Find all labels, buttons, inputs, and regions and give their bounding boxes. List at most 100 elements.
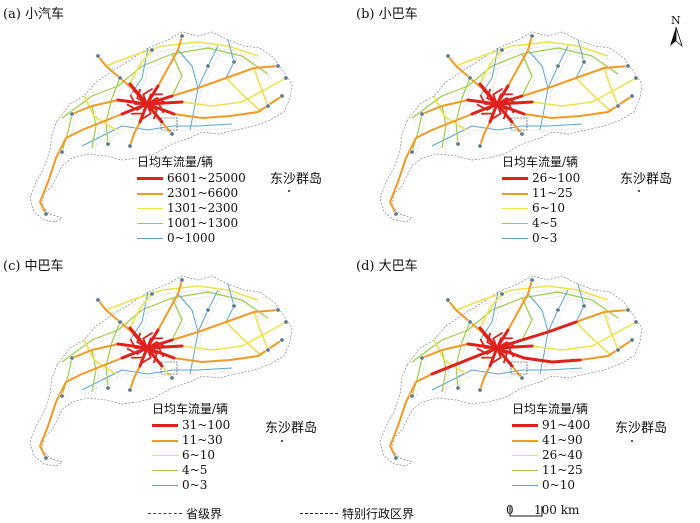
city-marker <box>95 53 101 59</box>
panel-a: (a) 小汽车 日均车流量/辆 6601~25000 2301~6600 130… <box>0 0 350 252</box>
road-segment <box>146 339 283 363</box>
panel-title: (a) 小汽车 <box>3 7 65 22</box>
county-boundary <box>200 293 222 337</box>
road-segment <box>486 88 498 105</box>
city-marker <box>419 111 425 117</box>
road-segment <box>479 338 497 349</box>
province-boundary-label: 省级界 <box>186 507 223 521</box>
county-boundary <box>550 49 572 93</box>
map-legend: 日均车流量/辆 26~100 11~25 6~10 4~5 0~3 <box>502 155 580 246</box>
dongsha-islands-label: 东沙群岛 <box>270 172 323 187</box>
road-segment <box>497 347 515 358</box>
road-segment <box>492 331 504 349</box>
road-segment <box>171 297 183 341</box>
city-marker <box>105 141 111 147</box>
county-boundary <box>434 127 586 151</box>
road-segment <box>411 357 423 397</box>
road-segment <box>61 47 269 119</box>
road-segment <box>496 93 513 105</box>
legend-title: 日均车流量/辆 <box>502 155 579 169</box>
legend-item: 91~400 <box>512 418 590 433</box>
legend-label: 0~3 <box>532 231 558 245</box>
road-segment <box>140 103 152 121</box>
city-marker <box>279 337 285 343</box>
road-segment <box>389 103 498 215</box>
road-segment <box>126 103 148 111</box>
legend-item: 11~30 <box>152 433 230 448</box>
county-boundary <box>434 371 586 395</box>
legend-label: 6~10 <box>532 201 565 215</box>
road-segment <box>105 77 121 145</box>
legend-swatch <box>502 192 528 195</box>
city-marker <box>69 355 75 361</box>
county-boundary <box>458 81 474 149</box>
road-segment <box>496 97 518 105</box>
legend-item: 2301~6600 <box>137 186 246 201</box>
city-marker <box>445 53 451 59</box>
province-boundary-line <box>148 513 182 514</box>
county-boundary <box>530 297 552 379</box>
city-marker <box>231 59 237 65</box>
sar-boundary <box>510 361 528 375</box>
city-marker <box>275 307 281 313</box>
map-layer <box>379 275 643 467</box>
city-marker <box>179 277 185 283</box>
map-layer <box>29 31 293 223</box>
county-boundary <box>108 325 124 393</box>
road-segment <box>81 367 233 391</box>
road-segment <box>142 87 154 105</box>
city-marker <box>169 131 175 137</box>
city-marker <box>581 303 587 309</box>
legend-label: 31~100 <box>182 418 231 432</box>
road-segment <box>140 347 152 365</box>
panel-title: (b) 小巴车 <box>356 7 418 22</box>
road-segment <box>431 123 583 147</box>
road-segment <box>146 103 158 120</box>
city-marker <box>149 291 155 297</box>
legend-label: 2301~6600 <box>167 186 239 200</box>
city-marker <box>43 455 49 461</box>
legend-label: 91~400 <box>542 418 591 432</box>
road-segment <box>603 67 619 107</box>
map-legend: 日均车流量/辆 6601~25000 2301~6600 1301~2300 1… <box>137 155 246 246</box>
legend-swatch <box>137 177 163 180</box>
city-marker <box>445 297 451 303</box>
city-marker <box>555 63 561 69</box>
city-marker <box>529 277 535 283</box>
legend-label: 41~90 <box>542 433 583 447</box>
legend-label: 1001~1300 <box>167 216 239 230</box>
map-layer <box>379 31 643 223</box>
road-segment <box>83 339 117 375</box>
city-marker <box>477 143 483 149</box>
panel-title: (c) 中巴车 <box>3 259 64 274</box>
road-segment <box>91 349 97 393</box>
city-marker <box>283 75 289 81</box>
legend-label: 6601~25000 <box>167 171 246 185</box>
city-marker <box>59 149 65 155</box>
road-segment <box>496 347 508 364</box>
legend-label: 26~40 <box>542 448 583 462</box>
road-segment <box>225 321 263 357</box>
road-segment <box>411 291 619 363</box>
legend-swatch <box>152 439 178 442</box>
city-marker <box>127 387 133 393</box>
dongsha-islands-label: 东沙群岛 <box>615 421 668 436</box>
sar-boundary-legend: 特别行政区界 <box>300 505 414 522</box>
map-legend: 日均车流量/辆 31~100 11~30 6~10 4~5 0~3 <box>152 402 230 493</box>
province-boundary <box>379 31 643 223</box>
road-segment <box>146 347 158 364</box>
dongsha-islands-dot <box>631 440 633 442</box>
city-marker <box>205 63 211 69</box>
road-segment <box>431 367 583 391</box>
road-segment <box>145 102 164 124</box>
city-marker <box>581 59 587 65</box>
road-segment <box>495 102 514 124</box>
road-segment <box>479 94 497 105</box>
road-segment <box>145 346 164 368</box>
county-boundary <box>180 53 202 135</box>
dongsha-islands-label: 东沙群岛 <box>265 421 318 436</box>
city-marker <box>265 347 271 353</box>
city-marker <box>477 387 483 393</box>
city-marker <box>275 63 281 69</box>
road-segment <box>497 103 515 114</box>
